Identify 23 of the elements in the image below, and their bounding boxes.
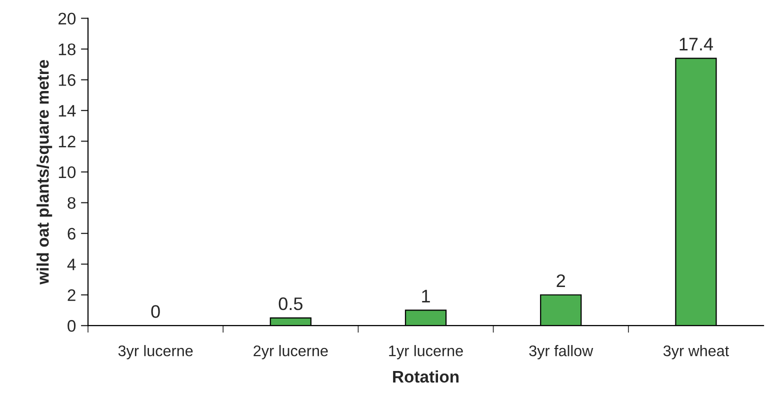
y-tick-label: 2 xyxy=(68,289,76,301)
x-tick-label: 1yr lucerne xyxy=(389,345,463,360)
data-label: 0.5 xyxy=(278,297,302,310)
y-tick-label: 4 xyxy=(67,258,76,270)
y-tick-label: 0 xyxy=(68,320,76,332)
y-tick-label: 12 xyxy=(58,136,76,148)
y-axis-title: wild oat plants/square metre xyxy=(36,60,52,285)
y-tick-label: 16 xyxy=(58,74,76,86)
y-tick-label: 18 xyxy=(58,43,76,56)
y-tick-label: 10 xyxy=(58,166,76,178)
y-tick-label: 6 xyxy=(68,228,76,240)
data-label: 1 xyxy=(422,290,430,302)
x-tick-label: 3yr fallow xyxy=(529,345,594,360)
data-label: 2 xyxy=(556,274,565,287)
x-tick-label: 3yr lucerne xyxy=(118,345,193,360)
y-tick-label: 14 xyxy=(58,105,76,117)
data-label: 0 xyxy=(151,305,160,318)
y-tick-label: 8 xyxy=(68,197,76,209)
x-tick-label: 3yr wheat xyxy=(663,345,729,360)
y-tick-label: 20 xyxy=(58,12,76,25)
data-label: 17.4 xyxy=(680,38,713,50)
x-tick-label: 2yr lucerne xyxy=(254,345,328,360)
x-axis-title: Rotation xyxy=(393,370,459,383)
